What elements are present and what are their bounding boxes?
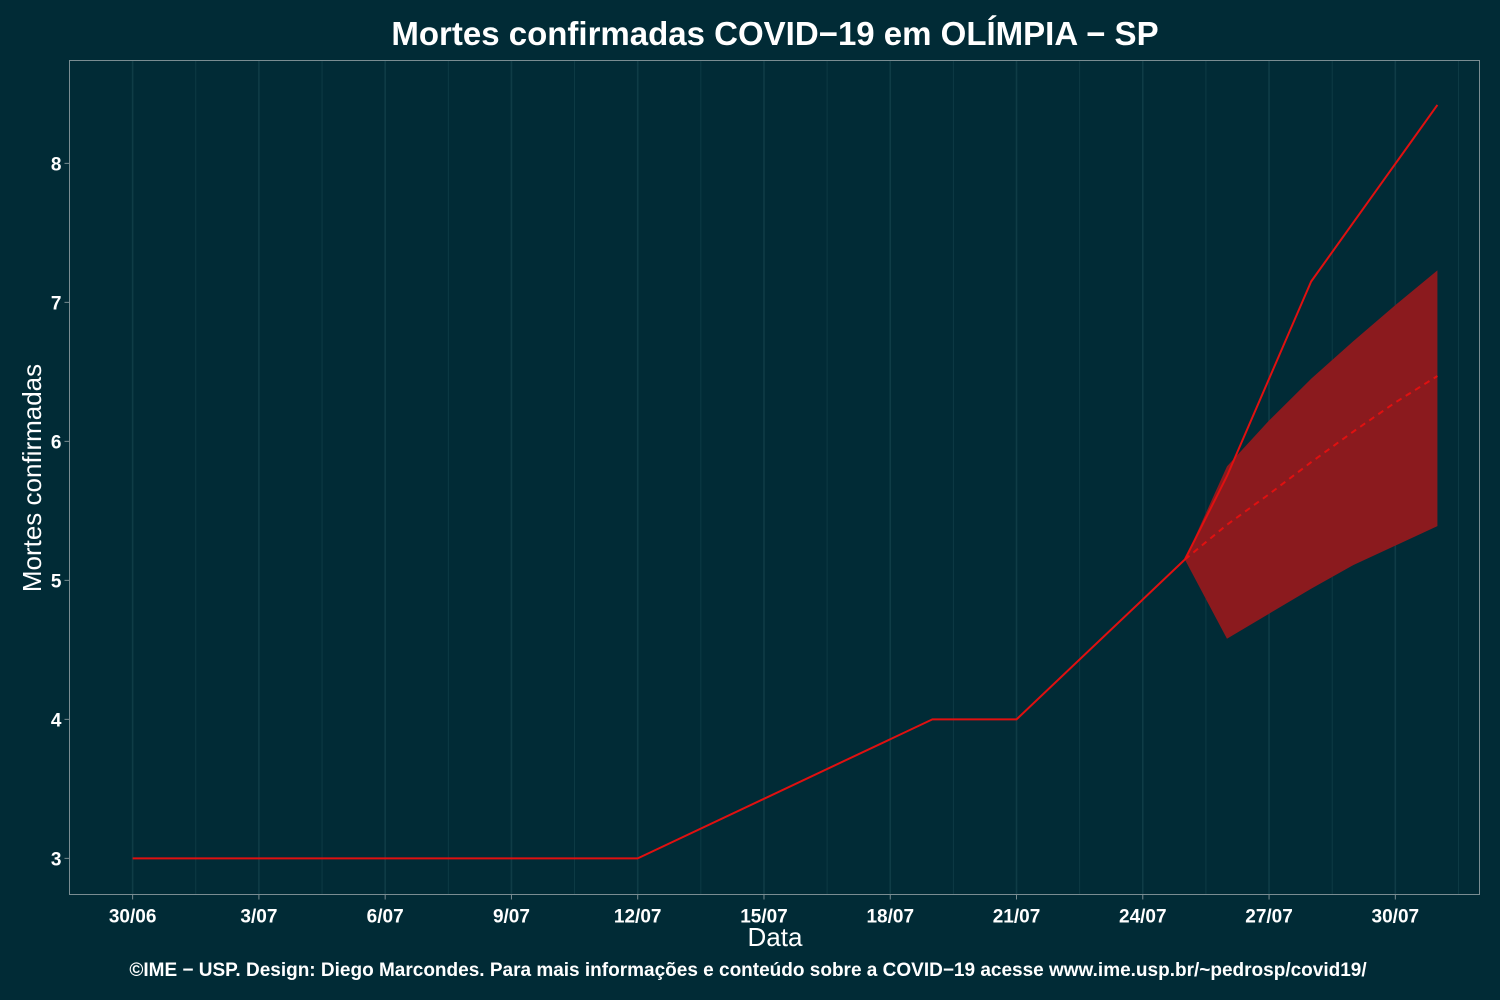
y-tick-label: 3 xyxy=(51,849,62,870)
chart-caption: ©IME − USP. Design: Diego Marcondes. Par… xyxy=(129,960,1367,981)
x-axis: 30/06 3/07 6/07 9/07 12/07 15/07 18/07 21/07 24/… xyxy=(109,894,1420,928)
plot-frame xyxy=(69,60,1480,895)
x-tick-label: 27/07 xyxy=(1245,907,1293,928)
x-tick-label: 21/07 xyxy=(993,907,1041,928)
x-tick-label: 30/06 xyxy=(109,907,157,928)
chart-title: Mortes confirmadas COVID−19 em OLÍMPIA −… xyxy=(391,15,1158,52)
x-tick-label: 24/07 xyxy=(1119,907,1167,928)
x-tick-label: 18/07 xyxy=(866,907,914,928)
x-axis-title: Data xyxy=(748,922,803,952)
y-tick-label: 7 xyxy=(51,293,62,314)
confidence-band-layer xyxy=(1184,270,1438,639)
series-layer xyxy=(132,104,1439,860)
y-tick-label: 4 xyxy=(51,710,62,731)
series-line-observed xyxy=(132,104,1439,860)
x-tick-label: 12/07 xyxy=(614,907,662,928)
x-tick-label: 6/07 xyxy=(367,907,404,928)
y-axis: 3 4 5 6 7 8 xyxy=(51,154,70,870)
x-tick-label: 15/07 xyxy=(740,907,788,928)
x-tick-label: 30/07 xyxy=(1372,907,1420,928)
series-line-forecast xyxy=(1184,375,1438,561)
x-tick-label: 3/07 xyxy=(240,907,277,928)
y-tick-label: 5 xyxy=(51,571,62,592)
y-axis-title: Mortes confirmadas xyxy=(17,364,47,592)
grid xyxy=(131,60,1459,895)
y-tick-label: 6 xyxy=(51,432,62,453)
x-tick-label: 9/07 xyxy=(493,907,530,928)
y-tick-label: 8 xyxy=(51,154,62,175)
confidence-band xyxy=(1184,270,1438,639)
